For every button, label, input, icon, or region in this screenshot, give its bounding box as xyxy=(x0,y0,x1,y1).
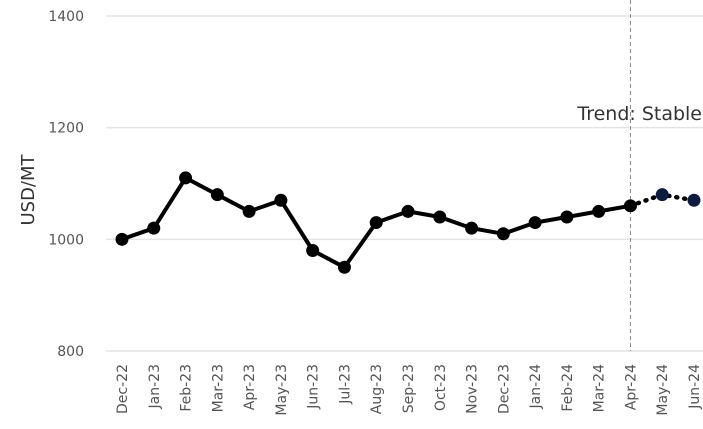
y-tick-labels: 800 1000 1200 1400 xyxy=(48,9,84,360)
x-tick-label: Jul-23 xyxy=(337,364,353,405)
data-point xyxy=(465,221,479,235)
x-tick-label: Jun-24 xyxy=(687,364,703,410)
x-tick-label: Aug-23 xyxy=(369,364,385,414)
data-point xyxy=(433,210,447,224)
data-point xyxy=(528,216,542,230)
data-point xyxy=(496,227,510,241)
data-point xyxy=(210,188,224,202)
x-tick-label: Jan-23 xyxy=(147,364,163,409)
data-point xyxy=(623,199,637,213)
x-tick-label: Nov-23 xyxy=(465,364,481,414)
data-point xyxy=(179,171,193,185)
data-point xyxy=(242,204,256,218)
forecast-point xyxy=(687,193,701,207)
x-tick-label: May-24 xyxy=(655,364,671,416)
data-point xyxy=(274,193,288,207)
x-tick-labels: Dec-22 Jan-23 Feb-23 Mar-23 Apr-23 May-23 Jun-… xyxy=(115,364,703,416)
x-tick-label: Apr-24 xyxy=(623,364,639,410)
y-tick-label: 800 xyxy=(57,344,84,360)
x-tick-label: Dec-23 xyxy=(496,364,512,414)
data-point xyxy=(592,204,606,218)
trend-annotation: Trend: Stable xyxy=(576,103,702,125)
data-point xyxy=(369,216,383,230)
x-tick-label: Jan-24 xyxy=(528,364,544,410)
data-point xyxy=(147,221,161,235)
data-points xyxy=(115,171,701,274)
forecast-point xyxy=(655,188,669,202)
x-tick-label: Dec-22 xyxy=(115,364,131,414)
x-tick-label: Feb-23 xyxy=(179,364,195,412)
x-tick-label: Jun-23 xyxy=(306,364,322,410)
x-tick-label: Sep-23 xyxy=(401,364,417,413)
y-tick-label: 1000 xyxy=(48,232,84,248)
x-tick-label: Mar-24 xyxy=(592,364,608,412)
series-lines xyxy=(121,175,697,270)
data-point xyxy=(401,204,415,218)
x-tick-label: Mar-23 xyxy=(210,364,226,412)
y-gridlines xyxy=(106,15,703,352)
y-axis-label: USD/MT xyxy=(18,153,39,225)
data-point xyxy=(115,232,129,246)
x-tick-label: Oct-23 xyxy=(433,364,449,411)
x-tick-label: May-23 xyxy=(274,364,290,416)
data-point xyxy=(337,260,351,274)
x-tick-label: Feb-24 xyxy=(560,364,576,412)
y-tick-label: 1200 xyxy=(48,121,84,137)
x-tick-label: Apr-23 xyxy=(242,364,258,410)
data-point xyxy=(560,210,574,224)
data-point xyxy=(306,244,320,257)
y-tick-label: 1400 xyxy=(48,9,84,25)
